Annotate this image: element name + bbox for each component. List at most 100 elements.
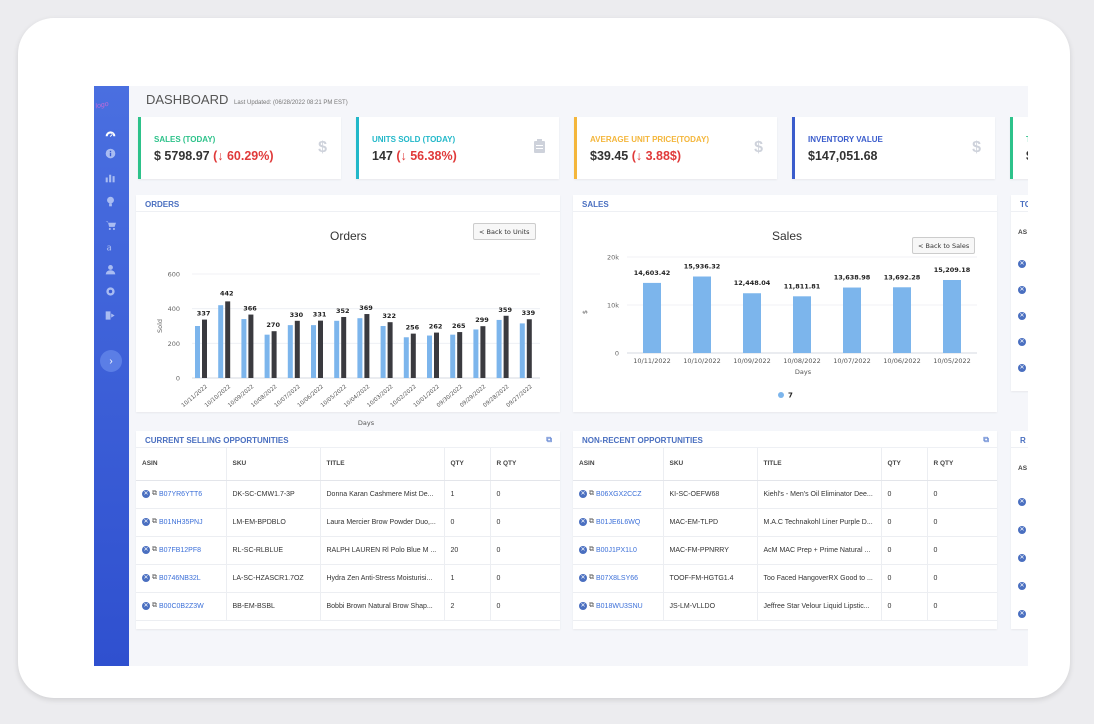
remove-icon[interactable]: ✕: [1018, 553, 1026, 562]
table-row[interactable]: ✕ ⧉ B00C0B2Z3W BB-EM-BSBL Bobbi Brown Natura…: [136, 592, 560, 621]
remove-icon[interactable]: ✕: [142, 602, 150, 610]
bar: [427, 335, 432, 378]
back-to-units-button[interactable]: < Back to Units: [473, 223, 536, 240]
table-row[interactable]: ✕ ⧉ B018WU3SNU JS-LM-VLLDO Jeffree Star Velo…: [573, 592, 997, 621]
asin-link[interactable]: B0746NB32L: [159, 574, 201, 582]
remove-icon[interactable]: ✕: [579, 518, 587, 526]
qty-cell: 0: [880, 592, 927, 621]
brand-logo: logo: [94, 100, 110, 111]
qty-cell: 0: [880, 508, 927, 537]
rqty-cell: 0: [489, 536, 560, 565]
asin-link[interactable]: B00J1PX1L0: [596, 546, 637, 554]
remove-icon[interactable]: ✕: [142, 574, 150, 582]
copy-icon[interactable]: ⧉: [589, 546, 594, 553]
back-to-sales-button[interactable]: < Back to Sales: [912, 237, 976, 254]
asin-link[interactable]: B01JE6L6WQ: [596, 518, 641, 526]
y-tick-label: 20k: [607, 254, 619, 262]
remove-icon[interactable]: ✕: [579, 546, 587, 554]
copy-icon[interactable]: ⧉: [152, 602, 157, 609]
amazon-icon[interactable]: a: [102, 240, 118, 254]
remove-icon[interactable]: ✕: [1018, 581, 1026, 590]
remove-icon[interactable]: ✕: [142, 490, 150, 498]
kpi-value: $: [1026, 149, 1028, 163]
table-row[interactable]: ✕ ⧉ B06XGX2CCZ KI-SC-OEFW68 Kiehl's - Men's …: [573, 480, 997, 509]
chart-icon[interactable]: [102, 170, 118, 184]
asin-link[interactable]: B06XGX2CCZ: [596, 490, 642, 498]
y-tick-label: 600: [168, 271, 180, 279]
remove-icon[interactable]: ✕: [579, 602, 587, 610]
bar: [480, 326, 486, 378]
col-rqty[interactable]: R QTY: [489, 448, 560, 481]
dashboard-icon[interactable]: [102, 128, 118, 142]
asin-link[interactable]: B07YR6YTT6: [159, 490, 203, 498]
table-row[interactable]: ✕ ⧉ B07X8LSY66 TOOF-FM-HGTG1.4 Too Faced Han…: [573, 564, 997, 593]
bar: [218, 305, 224, 378]
asin-link[interactable]: B00C0B2Z3W: [159, 602, 204, 610]
remove-icon[interactable]: ✕: [142, 518, 150, 526]
col-qty[interactable]: QTY: [880, 448, 927, 481]
table-row[interactable]: ✕ ⧉ B00J1PX1L0 MAC-FM-PPNRRY AcM MAC Prep + …: [573, 536, 997, 565]
gear-icon[interactable]: [102, 284, 118, 298]
user-icon[interactable]: [102, 262, 118, 276]
asin-cell: ✕ ⧉ B07FB12PF8: [136, 536, 226, 565]
bar: [643, 282, 661, 353]
asin-cell: ✕ ⧉ B0746NB32L: [136, 564, 226, 593]
asin-link[interactable]: B07X8LSY66: [596, 574, 639, 582]
bar: [387, 322, 393, 378]
remove-icon[interactable]: ✕: [1018, 609, 1026, 618]
asin-link[interactable]: B07FB12PF8: [159, 546, 202, 554]
sku-cell: KI-SC-OEFW68: [662, 480, 757, 509]
cart-icon[interactable]: [102, 218, 118, 232]
table-row[interactable]: ✕ ⧉ B07YR6YTT6 DK-SC-CMW1.7-3P Donna Karan C…: [136, 480, 560, 509]
table-row[interactable]: ✕ ⧉ B01NH35PNJ LM-EM-BPDBLO Laura Mercier Br…: [136, 508, 560, 537]
logout-icon[interactable]: [102, 308, 118, 322]
table-row[interactable]: ✕ ⧉ B01JE6L6WQ MAC-EM-TLPD M.A.C Technakohl …: [573, 508, 997, 537]
col-sku[interactable]: SKU: [225, 448, 320, 481]
info-icon[interactable]: [102, 146, 118, 160]
copy-icon[interactable]: ⧉: [152, 518, 157, 525]
col-title[interactable]: TITLE: [756, 448, 881, 481]
kpi-label: UNITS SOLD (TODAY): [372, 135, 456, 144]
orders-panel: ORDERS Orders < Back to Units 600 400 200 0…: [136, 195, 560, 450]
col-asin[interactable]: ASIN: [573, 448, 663, 481]
remove-icon[interactable]: ✕: [142, 546, 150, 554]
bar: [450, 334, 456, 378]
remove-icon[interactable]: ✕: [579, 490, 587, 498]
sidebar-expand-button[interactable]: ›: [100, 350, 122, 372]
dashboard-screen: logo a › DASHBOARD Last Updated: (06/28/…: [94, 86, 1028, 666]
copy-icon[interactable]: ⧉: [152, 574, 157, 581]
col-title[interactable]: TITLE: [319, 448, 444, 481]
remove-icon[interactable]: ✕: [579, 574, 587, 582]
asin-link[interactable]: B01NH35PNJ: [159, 518, 203, 526]
remove-icon[interactable]: ✕: [1018, 363, 1026, 372]
external-link-icon[interactable]: ⧉: [546, 435, 552, 444]
remove-icon[interactable]: ✕: [1018, 259, 1026, 268]
top-panel-col: AS: [1018, 229, 1028, 236]
copy-icon[interactable]: ⧉: [589, 602, 594, 609]
copy-icon[interactable]: ⧉: [152, 490, 157, 497]
copy-icon[interactable]: ⧉: [152, 546, 157, 553]
col-qty[interactable]: QTY: [443, 448, 490, 481]
bar: [743, 293, 761, 353]
current-opps-panel: CURRENT SELLING OPPORTUNITIES ⧉ ASIN SKU …: [136, 431, 560, 629]
col-sku[interactable]: SKU: [662, 448, 757, 481]
table-row[interactable]: ✕ ⧉ B0746NB32L LA-SC-HZASCR1.7OZ Hydra Zen A…: [136, 564, 560, 593]
nonrecent-opps-panel: NON-RECENT OPPORTUNITIES ⧉ ASIN SKU TITLE…: [573, 431, 997, 629]
asin-link[interactable]: B018WU3SNU: [596, 602, 643, 610]
copy-icon[interactable]: ⧉: [589, 518, 594, 525]
col-asin[interactable]: ASIN: [136, 448, 226, 481]
external-link-icon[interactable]: ⧉: [983, 435, 989, 444]
data-label: 14,603.42: [634, 269, 671, 277]
bar: [457, 332, 463, 378]
copy-icon[interactable]: ⧉: [589, 574, 594, 581]
remove-icon[interactable]: ✕: [1018, 311, 1026, 320]
col-rqty[interactable]: R QTY: [926, 448, 997, 481]
bulb-icon[interactable]: [102, 194, 118, 208]
table-row[interactable]: ✕ ⧉ B07FB12PF8 RL-SC-RLBLUE RALPH LAUREN Rl …: [136, 536, 560, 565]
remove-icon[interactable]: ✕: [1018, 285, 1026, 294]
remove-icon[interactable]: ✕: [1018, 497, 1026, 506]
title-cell: Donna Karan Cashmere Mist De...: [319, 480, 444, 509]
remove-icon[interactable]: ✕: [1018, 525, 1026, 534]
remove-icon[interactable]: ✕: [1018, 337, 1026, 346]
copy-icon[interactable]: ⧉: [589, 490, 594, 497]
